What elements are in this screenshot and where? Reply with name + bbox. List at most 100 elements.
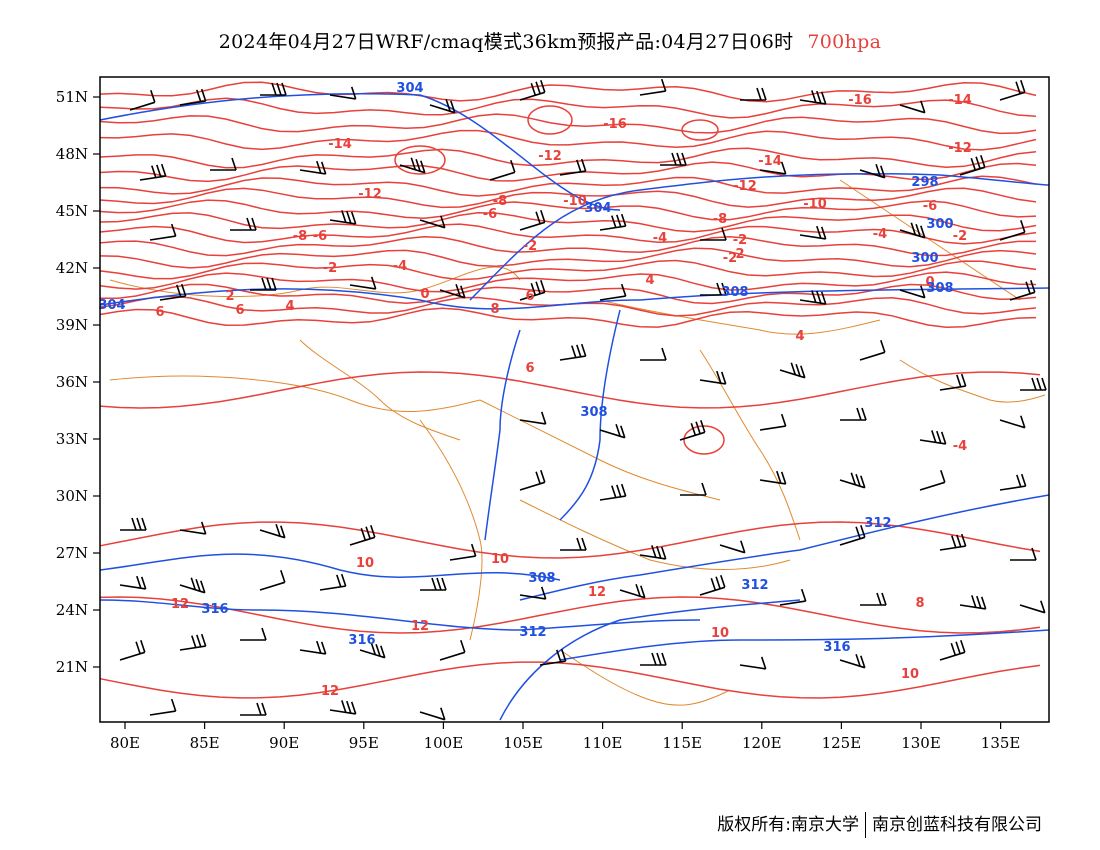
- copyright-footer: 版权所有:南京大学 南京创蓝科技有限公司: [717, 810, 1042, 838]
- boundary-line: [109, 375, 481, 413]
- temperature-label: 6: [235, 303, 244, 318]
- wind-barb: [700, 227, 727, 241]
- wind-barb: [759, 161, 787, 175]
- temperature-contour: [99, 113, 1037, 135]
- wind-barb: [859, 340, 886, 361]
- wind-barb: [959, 595, 987, 610]
- lon-label: 125E: [822, 734, 862, 752]
- temperature-contour: [99, 175, 1037, 197]
- wind-barb: [799, 290, 827, 305]
- wind-barb: [240, 702, 267, 716]
- wind-barb: [439, 640, 466, 661]
- boundary-line: [419, 419, 483, 641]
- wind-barb: [210, 157, 237, 171]
- wind-barb: [299, 640, 327, 655]
- boundary-line: [519, 499, 791, 570]
- wind-barb: [559, 158, 587, 176]
- temperature-label: -14: [948, 93, 972, 108]
- wind-barb: [149, 223, 177, 241]
- geopotential-label: 300: [926, 217, 953, 232]
- wind-barb: [419, 707, 446, 721]
- temperature-contour: [99, 661, 1041, 699]
- wind-barb: [899, 222, 926, 239]
- lat-label: 21N: [56, 658, 88, 676]
- wind-barb: [159, 283, 187, 301]
- geopotential-label: 304: [584, 201, 611, 216]
- latitude-labels: 51N 48N 45N 42N 39N 36N 33N 30N 27N 24N 21N: [56, 88, 88, 676]
- footer-divider: [865, 812, 866, 838]
- temperature-label: 8: [490, 302, 499, 317]
- temperature-label: -2: [733, 233, 747, 248]
- wind-barb: [179, 521, 207, 535]
- lat-label: 42N: [56, 259, 88, 277]
- geopotential-label: 298: [911, 175, 938, 190]
- wind-barb: [640, 652, 667, 666]
- temperature-label: -12: [733, 179, 757, 194]
- geopotential-contour: [559, 309, 621, 521]
- wind-barb: [839, 653, 866, 669]
- map-frame: [99, 76, 1050, 723]
- temperature-contour: [99, 147, 1037, 169]
- wind-barb: [859, 163, 886, 179]
- wind-barb: [319, 573, 347, 591]
- wind-barb: [999, 220, 1026, 241]
- temperature-label: 10: [711, 626, 729, 641]
- temperature-contour: [99, 235, 1036, 257]
- temperature-label: -4: [393, 259, 407, 274]
- temperature-label: -12: [948, 141, 972, 156]
- temperature-label: 8: [915, 596, 924, 611]
- geopotential-contour: [499, 599, 801, 721]
- wind-barb: [240, 627, 267, 641]
- lon-label: 120E: [742, 734, 782, 752]
- wind-barb: [759, 470, 787, 485]
- wind-barb: [799, 90, 827, 105]
- temperature-cell: [681, 119, 719, 141]
- geopotential-label: 316: [348, 633, 375, 648]
- geopotential-label: 308: [528, 571, 555, 586]
- axis-ticks: [93, 96, 1002, 729]
- wind-barb: [429, 98, 456, 114]
- wind-barb: [999, 473, 1027, 491]
- geopotential-contour: [99, 92, 621, 211]
- temperature-label: -16: [603, 117, 627, 132]
- temperature-contour: [99, 521, 1041, 559]
- lon-label: 130E: [901, 734, 941, 752]
- temperature-cell: [394, 145, 446, 175]
- temperature-contour: [99, 271, 1037, 293]
- wind-barb: [1010, 547, 1037, 561]
- temperature-label: -8: [493, 194, 507, 209]
- temperature-contour: [99, 187, 1037, 209]
- lon-label: 90E: [269, 734, 299, 752]
- temperature-label: 4: [795, 329, 804, 344]
- wind-barb: [740, 87, 767, 101]
- wind-barb: [519, 411, 547, 425]
- temperature-label: -4: [953, 439, 967, 454]
- temperature-label: -4: [653, 231, 667, 246]
- geopotential-label: 308: [580, 405, 607, 420]
- wind-barb: [519, 586, 547, 600]
- temperature-contour: [99, 596, 1041, 634]
- wind-barb: [519, 470, 546, 491]
- wind-barb: [299, 160, 327, 175]
- wind-barb: [1019, 600, 1046, 614]
- geopotential-label: 316: [201, 602, 228, 617]
- temperature-contour: [99, 307, 1037, 329]
- geopotential-contour: [559, 629, 1050, 661]
- geopotential-contours: [99, 92, 1050, 721]
- temperature-label: -14: [758, 154, 782, 169]
- temperature-contour: [99, 211, 1037, 233]
- wind-barb: [129, 90, 156, 111]
- temperature-label: -6: [313, 229, 327, 244]
- temperature-label: -6: [483, 207, 497, 222]
- lat-label: 36N: [56, 373, 88, 391]
- wind-barb: [250, 277, 277, 291]
- wind-barb: [939, 640, 966, 661]
- wind-barb: [230, 217, 257, 231]
- lon-label: 115E: [662, 734, 702, 752]
- temperature-label: 0: [925, 275, 934, 290]
- lon-label: 135E: [981, 734, 1021, 752]
- lat-label: 33N: [56, 430, 88, 448]
- wind-barb: [739, 656, 767, 670]
- wind-barb: [260, 82, 287, 96]
